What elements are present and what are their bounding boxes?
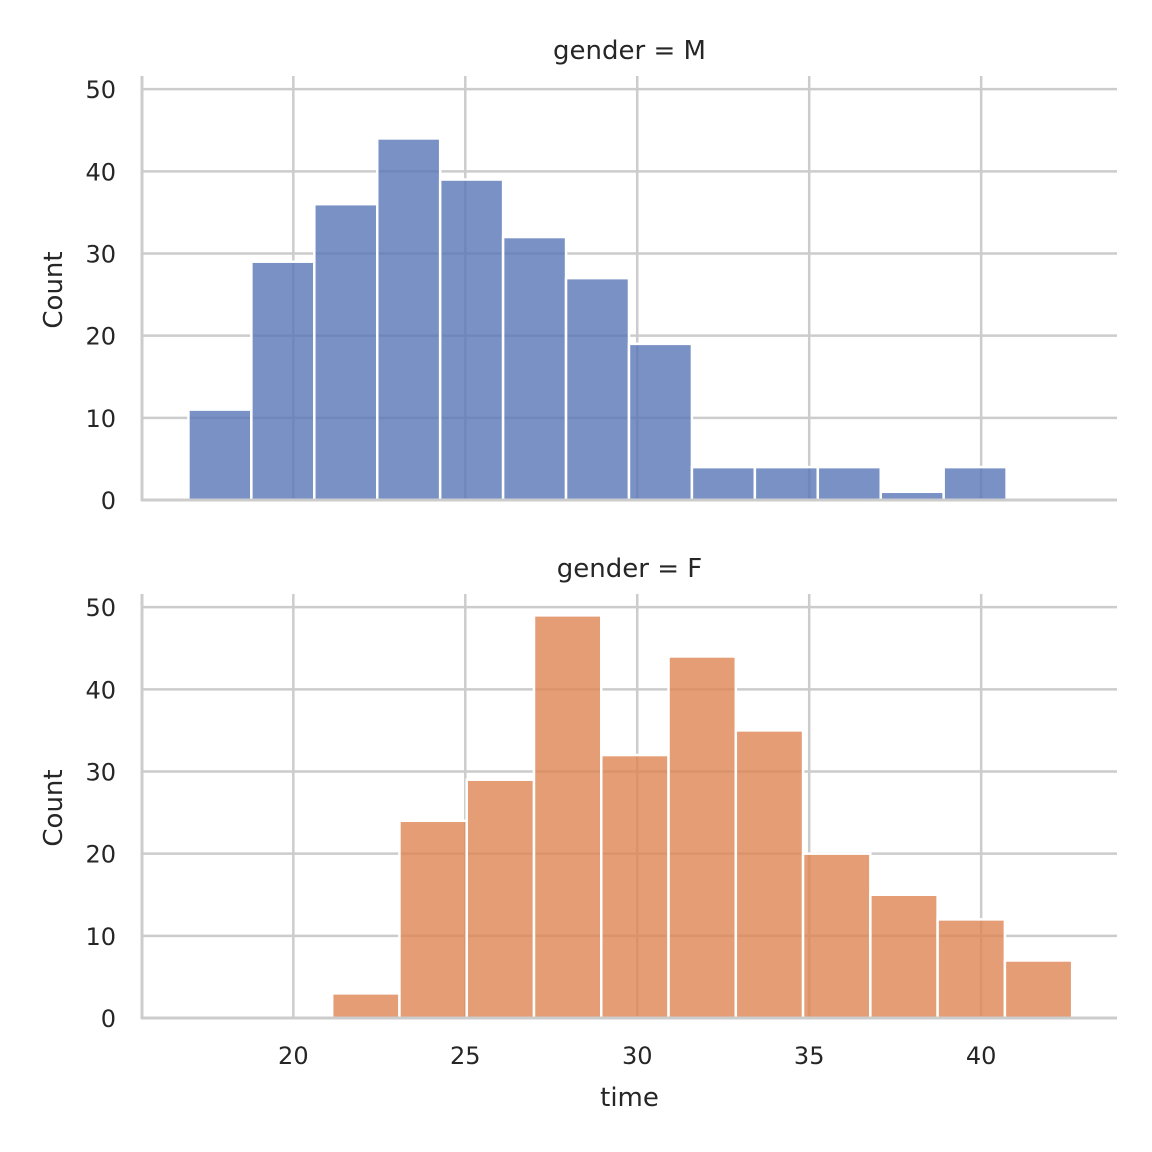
histogram-bar [438,178,505,502]
y-axis-label: Count [39,251,69,328]
y-tick-label: 40 [85,158,116,186]
histogram-bar [313,202,379,502]
x-tick-label: 40 [966,1042,997,1070]
histogram-bar [250,260,316,502]
y-tick-label: 10 [85,923,116,951]
y-tick-label: 10 [85,405,116,433]
panel-gender-f: 0 10 20 30 40 50 20 25 30 35 40 time Count gender = F [39,554,1117,1113]
histogram-bar [465,778,536,1020]
histogram-bar [501,235,568,502]
x-tick-label: 20 [278,1042,309,1070]
y-tick-label: 0 [101,487,116,515]
histogram-bar [627,342,694,502]
histogram-bar [801,852,872,1020]
histogram-bar [564,276,631,502]
y-tick-label: 40 [85,676,116,704]
histogram-bar [398,819,468,1020]
histogram-bar [187,408,253,502]
y-tick-label: 20 [85,323,116,351]
panel-title: gender = F [557,554,702,584]
x-tick-label: 25 [450,1042,481,1070]
y-axis-label: Count [39,769,69,846]
panel-gender-m: 0 10 20 30 40 50 Count gender = M [39,36,1117,515]
x-axis-label: time [600,1083,659,1113]
histogram-bar [753,465,820,502]
histogram-bar [936,918,1007,1020]
x-tick-label: 35 [794,1042,825,1070]
histogram-bar [942,465,1008,502]
histogram-bar [600,753,670,1020]
y-tick-label: 0 [101,1005,116,1033]
y-tick-label: 50 [85,594,116,622]
y-tick-label: 50 [85,76,116,104]
histogram-bar [816,465,882,502]
x-tick-label: 30 [622,1042,653,1070]
histogram-bar [734,729,805,1020]
histogram-bar [667,655,738,1020]
histogram-bar [869,893,939,1020]
histogram-bar [1003,959,1074,1020]
y-tick-label: 30 [85,240,116,268]
panel-title: gender = M [553,36,706,66]
histogram-bar [532,614,603,1020]
histogram-bar [330,992,401,1020]
y-tick-label: 30 [85,758,116,786]
histogram-bar [375,137,442,502]
y-tick-label: 20 [85,841,116,869]
histogram-bar [690,465,757,502]
